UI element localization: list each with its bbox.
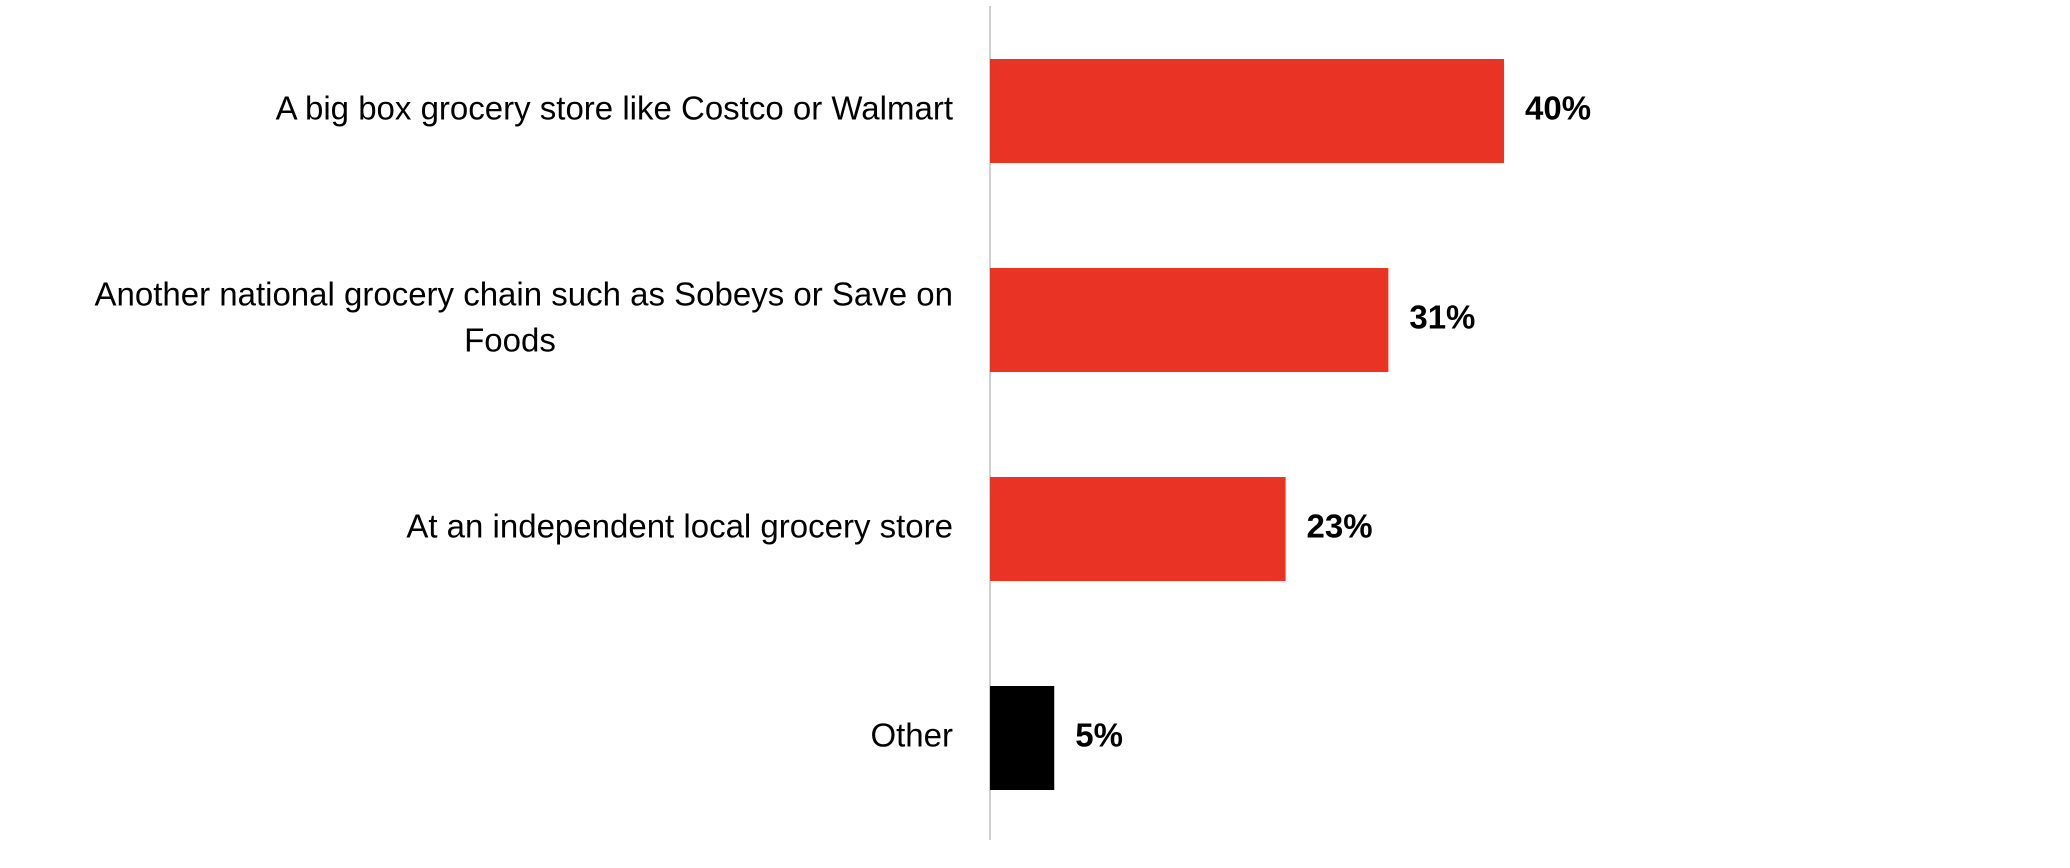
category-labels-group: A big box grocery store like Costco or W… xyxy=(94,90,953,754)
category-label: At an independent local grocery store xyxy=(406,508,953,545)
data-label: 31% xyxy=(1409,299,1475,336)
category-label: Another national grocery chain such as S… xyxy=(94,276,953,359)
bar xyxy=(990,59,1504,163)
category-label: Other xyxy=(870,717,953,754)
category-label: A big box grocery store like Costco or W… xyxy=(276,90,953,127)
data-label: 5% xyxy=(1075,717,1123,754)
bar xyxy=(990,268,1389,372)
bar xyxy=(990,477,1286,581)
bar xyxy=(990,686,1055,790)
bars-group xyxy=(990,59,1504,790)
data-label: 40% xyxy=(1525,90,1591,127)
data-label: 23% xyxy=(1307,508,1373,545)
data-labels-group: 40% 31% 23% 5% xyxy=(1075,90,1591,754)
